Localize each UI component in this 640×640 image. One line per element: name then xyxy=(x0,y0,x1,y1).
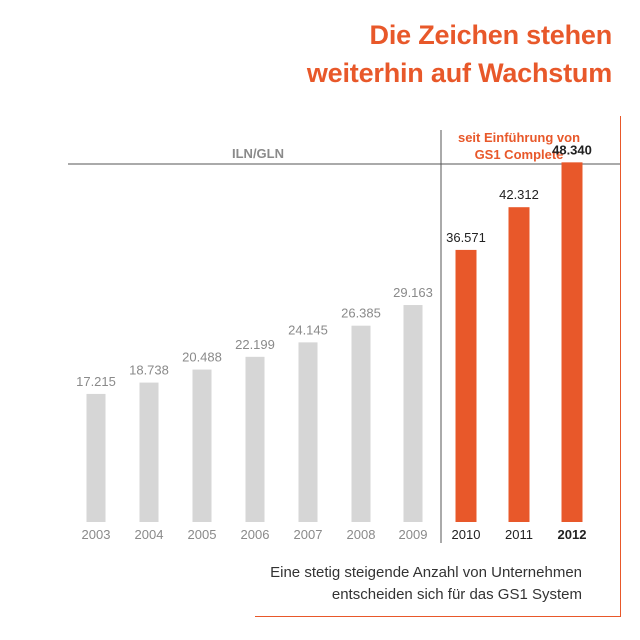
x-tick-2011: 2011 xyxy=(505,527,533,542)
footnote-line-1: Eine stetig steigende Anzahl von Unterne… xyxy=(270,564,582,581)
x-tick-2008: 2008 xyxy=(347,527,376,542)
x-tick-2010: 2010 xyxy=(452,527,481,542)
bar-2010 xyxy=(455,249,477,523)
bar-2012 xyxy=(561,162,583,522)
bar-2005 xyxy=(192,369,212,522)
x-tick-2012: 2012 xyxy=(558,527,587,542)
value-label-2011: 42.312 xyxy=(499,187,539,202)
value-label-2006: 22.199 xyxy=(235,337,275,352)
bar-2003 xyxy=(86,393,106,522)
x-tick-2009: 2009 xyxy=(399,527,428,542)
frame-border-right xyxy=(620,116,621,617)
bar-2007 xyxy=(298,342,318,522)
value-label-2012: 48.340 xyxy=(552,142,592,157)
bar-2009 xyxy=(403,305,423,522)
footnote-line-2: entscheiden sich für das GS1 System xyxy=(331,586,582,603)
frame-border-bottom xyxy=(255,616,621,617)
bar-2004 xyxy=(139,382,159,522)
x-tick-2003: 2003 xyxy=(82,527,111,542)
x-tick-2004: 2004 xyxy=(135,527,164,542)
value-label-2003: 17.215 xyxy=(76,374,116,389)
page-title: Die Zeichen stehen weiterhin auf Wachstu… xyxy=(307,16,612,92)
bar-2011 xyxy=(508,207,530,522)
value-label-2005: 20.488 xyxy=(182,350,222,365)
x-tick-2005: 2005 xyxy=(188,527,217,542)
title-line-1: Die Zeichen stehen xyxy=(369,20,613,50)
title-line-2: weiterhin auf Wachstum xyxy=(306,58,612,88)
value-label-2004: 18.738 xyxy=(129,363,169,378)
x-tick-2007: 2007 xyxy=(294,527,323,542)
segment-label-gs1-complete-line-1: seit Einführung von xyxy=(458,130,580,145)
value-label-2008: 26.385 xyxy=(341,306,381,321)
segment-label-gs1-complete-line-2: GS1 Complete xyxy=(475,147,564,162)
segment-label-iln-gln: ILN/GLN xyxy=(232,146,284,161)
value-label-2009: 29.163 xyxy=(393,285,433,300)
bar-2006 xyxy=(245,356,265,522)
footnote: Eine stetig steigende Anzahl von Unterne… xyxy=(162,562,582,606)
value-label-2007: 24.145 xyxy=(288,322,328,337)
value-label-2010: 36.571 xyxy=(446,230,486,245)
bar-2008 xyxy=(351,325,371,522)
x-tick-2006: 2006 xyxy=(241,527,270,542)
